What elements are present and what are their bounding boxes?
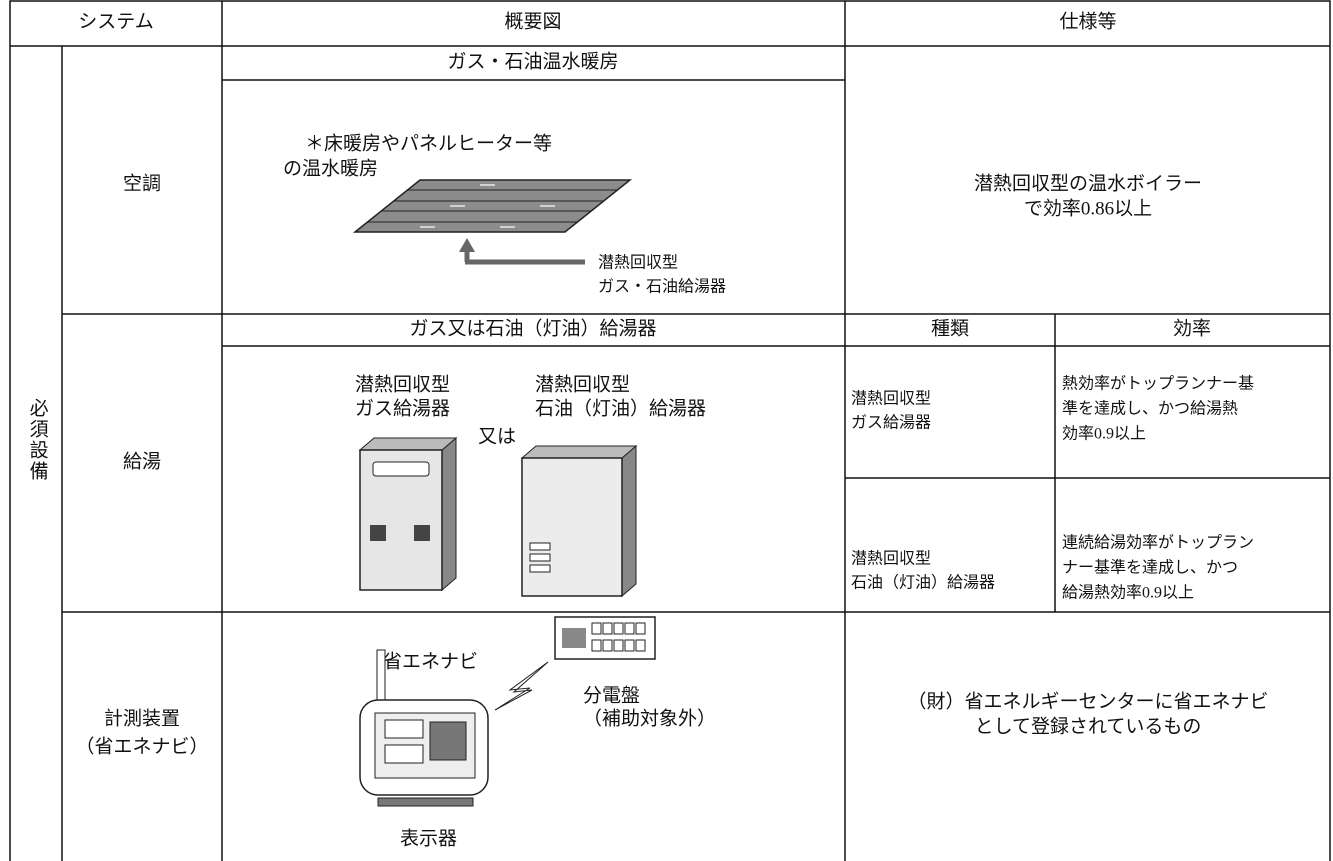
sub-header: 効率 xyxy=(1173,317,1211,339)
diagram-label: 石油（灯油）給湯器 xyxy=(535,397,706,419)
spec-text: として登録されているもの xyxy=(975,715,1202,737)
spec-type: 潜熱回収型 xyxy=(851,550,931,568)
diagram-label: （補助対象外） xyxy=(583,707,716,729)
diagram-label: ガス・石油給湯器 xyxy=(598,278,726,296)
spec-text: で効率0.86以上 xyxy=(1024,197,1152,219)
spec-efficiency: 給湯熱効率0.9以上 xyxy=(1062,584,1194,602)
diagram-label: 分電盤 xyxy=(583,684,640,706)
spec-text: （財）省エネルギーセンターに省エネナビ xyxy=(907,690,1268,712)
diagram-title: ガス・石油温水暖房 xyxy=(447,50,618,72)
diagram-label: 表示器 xyxy=(400,827,457,849)
diagram-label: 潜熱回収型 xyxy=(598,254,678,272)
system-name: 空調 xyxy=(123,172,161,194)
diagram-note: の温水暖房 xyxy=(283,157,378,179)
diagram-label: 潜熱回収型 xyxy=(535,373,630,395)
header: 概要図 xyxy=(504,10,561,32)
navi-device-icon xyxy=(359,649,489,807)
spec-efficiency: 連続給湯効率がトップラン xyxy=(1062,534,1254,552)
signal-icon xyxy=(494,661,549,711)
spec-type: 潜熱回収型 xyxy=(851,390,931,408)
spec-type: ガス給湯器 xyxy=(851,414,931,432)
spec-text: 潜熱回収型の温水ボイラー xyxy=(974,172,1202,194)
distribution-board-icon xyxy=(554,616,656,660)
diagram-label: 潜熱回収型 xyxy=(355,373,450,395)
spec-efficiency: 効率0.9以上 xyxy=(1062,425,1146,443)
system-name: （省エネナビ） xyxy=(75,735,208,757)
gas-heater-icon xyxy=(358,436,458,592)
oil-heater-icon xyxy=(520,444,638,598)
diagram-title: ガス又は石油（灯油）給湯器 xyxy=(409,317,656,339)
system-name: 計測装置 xyxy=(104,707,180,729)
outer-border xyxy=(9,0,1331,861)
spec-type: 石油（灯油）給湯器 xyxy=(851,574,995,592)
spec-efficiency: ナー基準を達成し、かつ xyxy=(1062,559,1238,577)
arrow xyxy=(459,238,585,265)
diagram-label: 又は xyxy=(478,426,516,447)
spec-efficiency: 準を達成し、かつ給湯熱 xyxy=(1062,400,1238,418)
group-label: 必須設備 xyxy=(27,398,49,482)
diagram-note: ＊床暖房やパネルヒーター等 xyxy=(305,132,552,154)
header: システム xyxy=(78,11,153,32)
diagram-label: 省エネナビ xyxy=(383,650,478,672)
header: 仕様等 xyxy=(1059,10,1116,32)
diagram-label: ガス給湯器 xyxy=(355,397,450,419)
table-borders xyxy=(9,0,1331,861)
floor-heating-panel xyxy=(352,179,633,233)
sub-header: 種類 xyxy=(931,317,969,339)
system-name: 給湯 xyxy=(123,450,161,472)
spec-efficiency: 熱効率がトップランナー基 xyxy=(1062,375,1254,393)
